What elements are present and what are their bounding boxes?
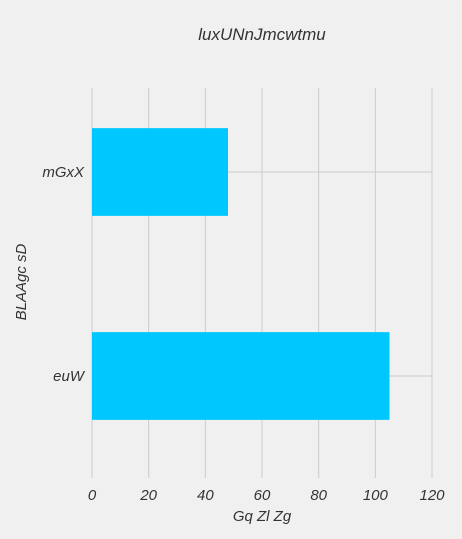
y-tick-label: mGxX	[42, 164, 85, 181]
bar-mGxX	[92, 128, 228, 216]
y-tick-labels: mGxX euW	[42, 164, 86, 385]
x-tick-label: 0	[88, 487, 97, 504]
x-axis-label: Gq Zl Zg	[233, 508, 292, 525]
x-tick-label: 60	[254, 487, 271, 504]
y-axis-label: BLAAgc sD	[13, 243, 30, 320]
y-tick-label: euW	[53, 368, 86, 385]
bar-euW	[92, 332, 390, 420]
x-tick-labels: 0 20 40 60 80 100 120	[88, 487, 445, 504]
bars	[92, 128, 390, 420]
x-tick-label: 80	[310, 487, 327, 504]
x-tick-label: 40	[197, 487, 214, 504]
chart-title: luxUNnJmcwtmu	[198, 25, 326, 44]
x-tick-label: 120	[419, 487, 445, 504]
x-tick-label: 100	[363, 487, 389, 504]
x-tick-label: 20	[139, 487, 157, 504]
